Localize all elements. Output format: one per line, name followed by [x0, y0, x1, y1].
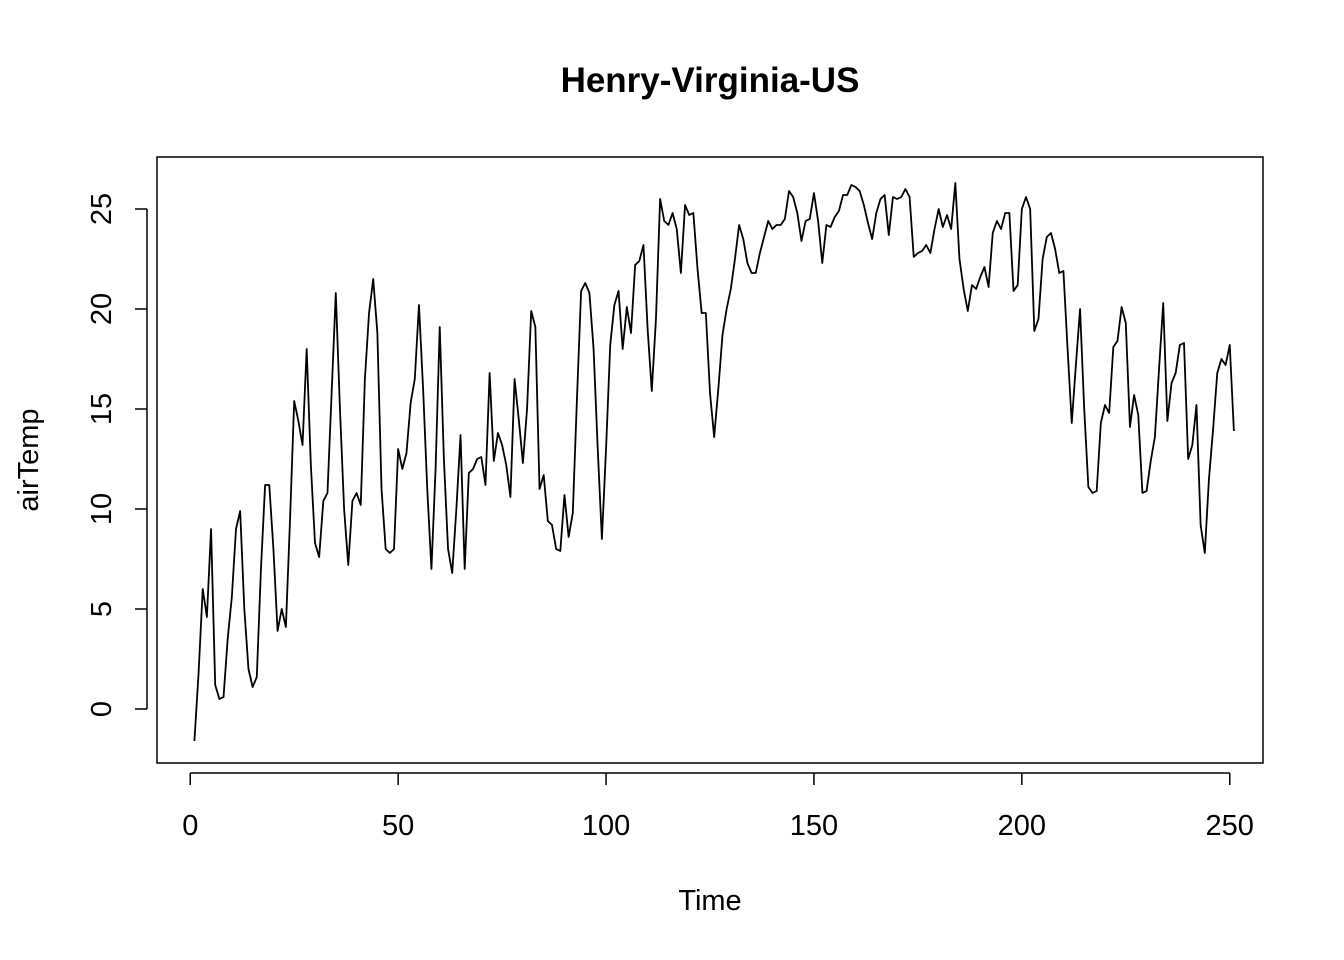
y-tick-label: 10 [86, 493, 118, 525]
y-tick-label: 15 [86, 393, 118, 425]
x-axis-label: Time [678, 885, 741, 917]
plot-area-border [156, 156, 1264, 764]
y-tick-label: 5 [86, 601, 118, 617]
x-tick-label: 50 [382, 810, 414, 842]
series-layer [193, 182, 1235, 742]
y-axis: 0 5 10 15 20 25 [86, 193, 148, 717]
y-tick-label: 0 [86, 701, 118, 717]
y-tick-label: 25 [86, 193, 118, 225]
x-tick-label: 100 [582, 810, 630, 842]
x-tick-label: 0 [182, 810, 198, 842]
chart-title: Henry-Virginia-US [561, 61, 860, 100]
y-axis-label: airTemp [13, 408, 45, 511]
x-tick-label: 200 [998, 810, 1046, 842]
series-line [193, 182, 1235, 742]
x-axis: 0 50 100 150 200 250 [182, 772, 1254, 842]
y-tick-label: 20 [86, 293, 118, 325]
x-tick-label: 250 [1206, 810, 1254, 842]
x-tick-label: 150 [790, 810, 838, 842]
